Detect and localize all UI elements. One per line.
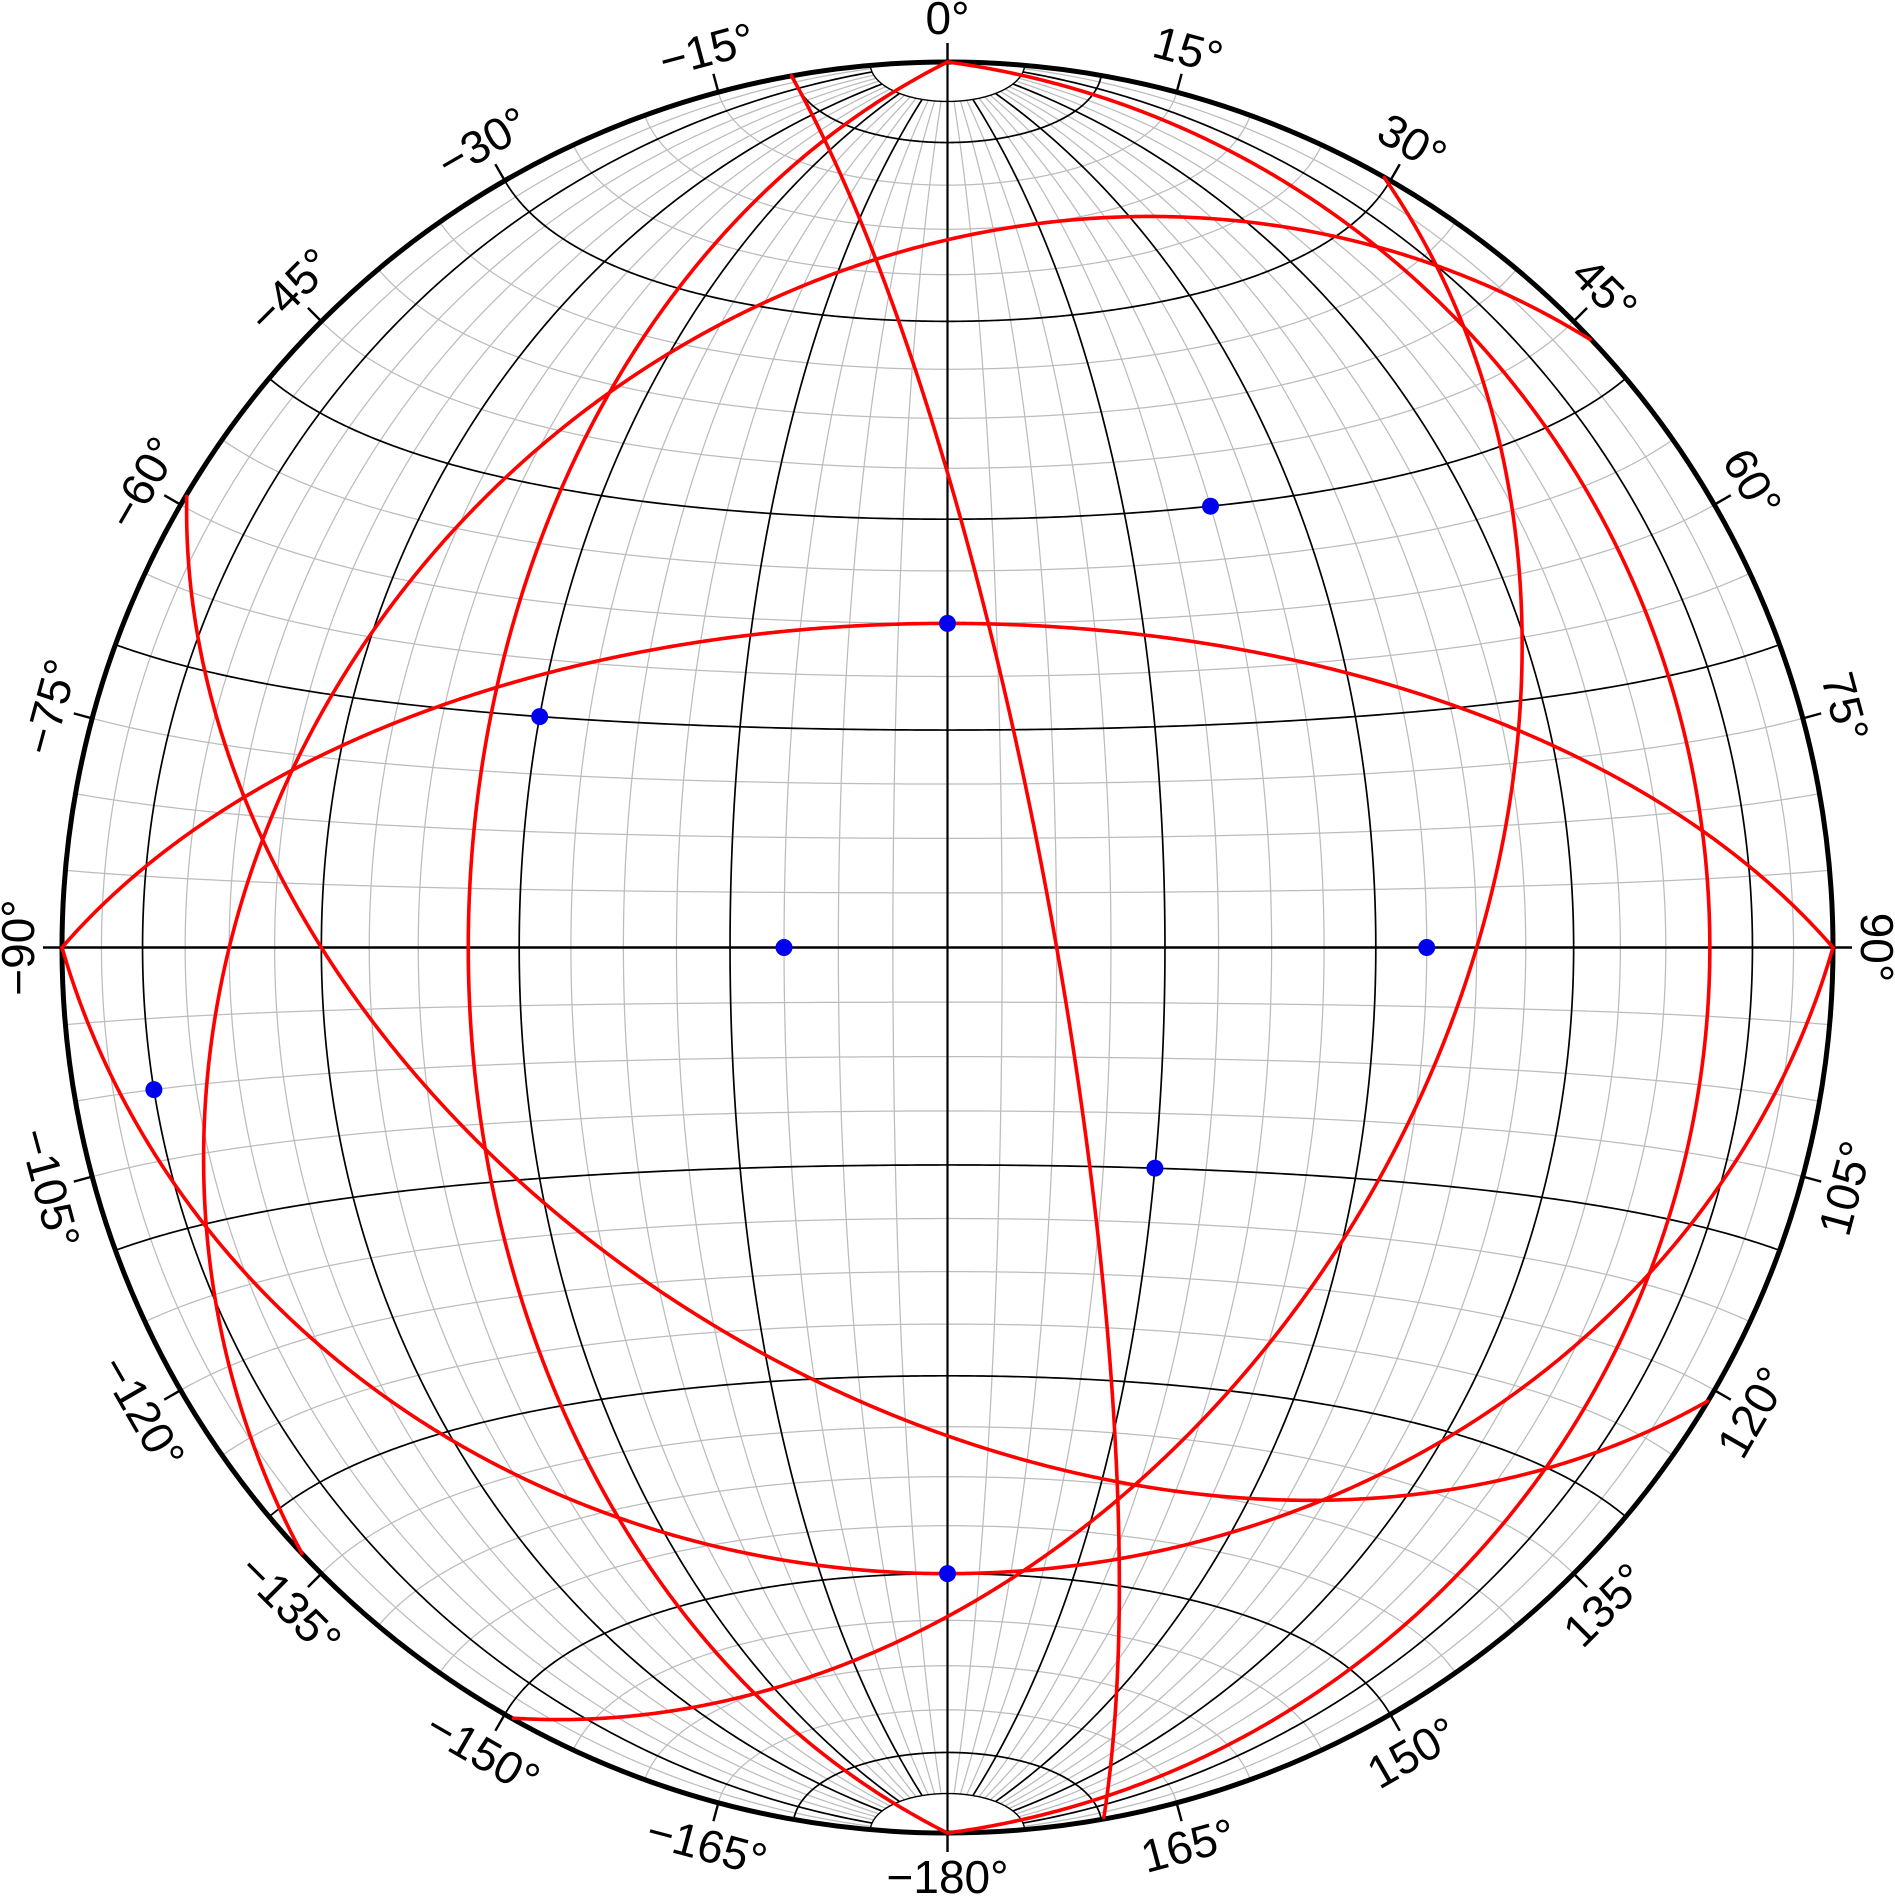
rim-tick: [1803, 1175, 1822, 1183]
rim-label: −90°: [0, 899, 44, 995]
pole-point: [1418, 939, 1436, 956]
rim-tick: [1573, 307, 1588, 322]
pole-point: [531, 708, 549, 726]
rim-ticks: [43, 43, 1852, 1852]
polar-cap-arcs: [869, 65, 1026, 1830]
rim-label: 90°: [1851, 913, 1895, 983]
rim-tick: [494, 163, 506, 181]
rim-label: 0°: [926, 0, 970, 44]
rim-tick: [1714, 1389, 1732, 1401]
rim-tick: [163, 1389, 181, 1401]
pole-point: [775, 939, 793, 956]
pole-point: [1146, 1159, 1164, 1177]
rim-tick: [73, 1175, 92, 1183]
great-circle: [201, 214, 1592, 1556]
great-circle: [184, 494, 1710, 1503]
pole-points: [145, 497, 1436, 1583]
rim-tick: [1714, 494, 1732, 506]
rim-tick: [1573, 1573, 1588, 1588]
rim-tick: [307, 1573, 322, 1588]
polar-cap-arc: [869, 1792, 1026, 1830]
pole-point: [939, 614, 956, 632]
great-circle: [511, 175, 1524, 1722]
rim-tick: [1175, 73, 1183, 92]
rim-tick: [494, 1714, 506, 1732]
rim-tick: [1175, 1803, 1183, 1822]
rim-tick: [1389, 1714, 1401, 1732]
rim-tick: [73, 712, 92, 720]
great-circles: [60, 60, 1835, 1835]
rim-tick: [163, 494, 181, 506]
great-circle: [466, 60, 950, 1835]
polar-cap-arc: [869, 65, 1026, 103]
pole-point: [939, 1565, 956, 1583]
rim-tick: [1389, 163, 1401, 181]
pole-point: [1202, 497, 1219, 515]
pole-point: [145, 1081, 163, 1099]
rim-tick: [307, 307, 322, 322]
great-circle: [789, 74, 1122, 1819]
rim-tick: [712, 73, 720, 92]
great-circle: [945, 60, 1712, 1835]
rim-tick: [1803, 712, 1822, 720]
rim-label: −180°: [886, 1851, 1008, 1896]
rim-tick: [712, 1803, 720, 1822]
